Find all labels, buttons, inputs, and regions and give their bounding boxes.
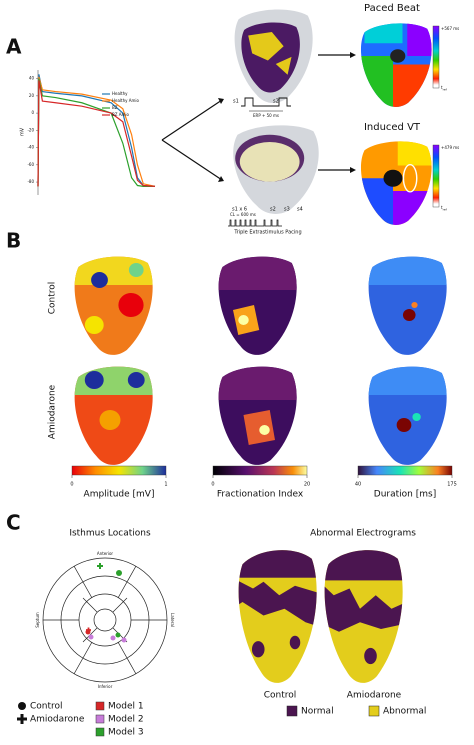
colorbar-tick-label: 1	[164, 482, 167, 488]
colorbar-max: +479 ms	[441, 145, 459, 150]
y-label: mV	[20, 127, 26, 136]
pulse-train	[241, 97, 291, 107]
legend-label: BZ Amio	[112, 112, 130, 117]
direction-label: Lateral	[170, 613, 175, 627]
colorbar	[432, 25, 440, 89]
legend-label: Healthy	[112, 91, 128, 96]
heart-duration	[368, 366, 447, 465]
heart-amplitude	[74, 366, 153, 465]
arrowheads	[218, 98, 224, 182]
heart-label: Control	[264, 691, 297, 701]
panel-c: C Isthmus Locations Anterior Inferior Se…	[6, 511, 426, 738]
colorbar-label: Amplitude [mV]	[84, 490, 155, 500]
heart-mesh	[233, 125, 319, 214]
direction-label: Anterior	[97, 551, 114, 556]
panel-label: B	[6, 229, 21, 253]
y-tick-label: -40	[27, 145, 34, 150]
legend-symbol	[17, 714, 27, 724]
colorbar	[432, 144, 440, 208]
pulse-label: s2	[270, 207, 276, 213]
ap-line	[37, 78, 155, 187]
panel-label: C	[6, 511, 21, 535]
bullseye	[42, 557, 168, 683]
y-tick-label: -20	[27, 127, 34, 132]
heart-label: Amiodarone	[347, 691, 402, 701]
y-tick-label: 20	[29, 93, 35, 98]
colorbar-min: tref	[441, 205, 448, 212]
row-label: Control	[48, 282, 58, 315]
y-tick-label: 0	[31, 110, 34, 115]
chart-title: Abnormal Electrograms	[310, 529, 416, 539]
panel-title: Paced Beat	[364, 3, 420, 14]
y-tick-label: -60	[27, 162, 34, 167]
panel-title: Induced VT	[364, 122, 421, 133]
pulse-label: s4	[297, 207, 303, 213]
chart-title: Isthmus Locations	[69, 529, 151, 539]
interval-label: ERP + 50 ms	[253, 113, 279, 118]
colorbar-min: tref	[441, 85, 448, 92]
heart-activation	[360, 141, 432, 225]
colorbar-max: +567 ms	[441, 26, 459, 31]
colorbar	[357, 465, 453, 476]
heart-abnormal	[324, 550, 403, 683]
legend-label: Control	[30, 702, 63, 712]
legend-label: Healthy Amio	[112, 98, 140, 103]
colorbar	[71, 465, 167, 476]
pulse-label: s3	[284, 207, 290, 213]
heart-fractionation	[218, 366, 297, 465]
legend-swatch	[368, 705, 380, 717]
legend-swatch	[286, 705, 298, 717]
arrowheads	[350, 52, 356, 173]
ap-line	[37, 76, 156, 187]
colorbar	[212, 465, 308, 476]
legend-label: Normal	[301, 707, 334, 717]
colorbar-tick-label: 0	[211, 482, 214, 488]
colorbar-tick-label: 0	[70, 482, 73, 488]
heart-mesh	[234, 9, 313, 103]
legend-label: BZ	[112, 105, 118, 110]
row-label: Amiodarone	[48, 384, 58, 439]
cycle-label: CL = 600 ms	[230, 212, 256, 217]
arrows	[318, 54, 350, 171]
legend-swatch	[95, 701, 105, 711]
ap-line	[37, 80, 156, 187]
panel-label: A	[6, 35, 22, 59]
colorbar-label: Duration [ms]	[374, 490, 436, 500]
panel-b: B Control Amiodarone 0 1 Amplitude [mV] 0 20…	[6, 229, 457, 500]
legend-label: Model 3	[108, 728, 144, 738]
heart-activation	[360, 23, 432, 107]
heart-fractionation	[218, 256, 297, 355]
pulse-label: s1 x 6	[232, 207, 247, 213]
direction-label: Inferior	[98, 684, 113, 689]
legend-label: Abnormal	[383, 707, 426, 717]
legend-swatch	[95, 714, 105, 724]
legend-symbol	[18, 702, 26, 710]
isthmus-points	[85, 563, 127, 643]
panel-a: A mV 40 20 0 -20 -40 -60 -80 Healthy Healthy Ami…	[6, 3, 459, 236]
arrows	[161, 99, 223, 181]
pulse-train	[228, 219, 282, 227]
colorbar-label: Fractionation Index	[217, 490, 304, 500]
heart-amplitude	[74, 256, 153, 355]
ap-chart: mV 40 20 0 -20 -40 -60 -80 Healthy Healthy Amio B…	[20, 70, 156, 195]
y-tick-label: -80	[27, 179, 34, 184]
pulse-label: s1	[233, 99, 239, 105]
heart-abnormal	[238, 550, 317, 683]
y-tick-label: 40	[29, 76, 35, 81]
direction-label: Septum	[35, 612, 40, 628]
legend-label: Model 1	[108, 702, 144, 712]
legend-label: Model 2	[108, 715, 144, 725]
pacing-label: Triple Extrastimulus Pacing	[233, 230, 301, 236]
colorbar-tick-label: 20	[304, 482, 310, 488]
legend-swatch	[95, 727, 105, 737]
pulse-label: s2	[273, 99, 279, 105]
legend-label: Amiodarone	[30, 715, 85, 725]
colorbar-tick-label: 40	[355, 482, 361, 488]
colorbar-tick-label: 175	[447, 482, 457, 488]
heart-duration	[368, 256, 447, 355]
